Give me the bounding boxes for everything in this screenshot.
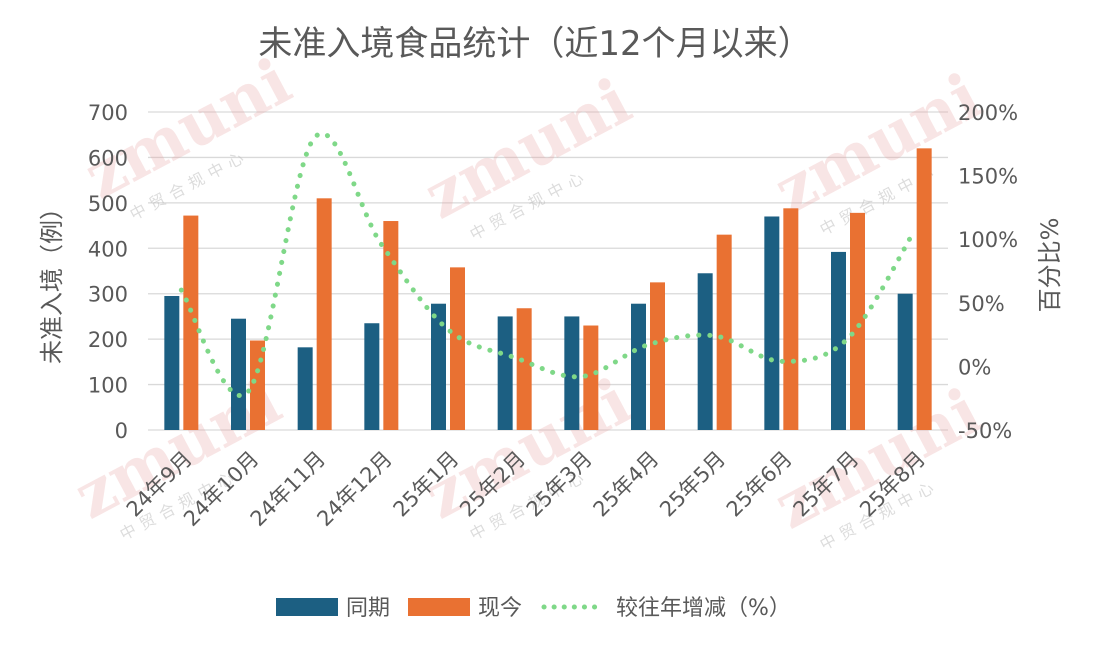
legend-item: 较往年增减（%） — [541, 596, 791, 621]
y2-axis-ticks: -50% 0% 50% 100% 150% 200% — [958, 101, 1018, 443]
y-tick-label: 300 — [88, 283, 128, 307]
legend-swatch — [276, 598, 338, 616]
bar-current — [650, 282, 665, 430]
y2-tick-label: 100% — [958, 228, 1018, 252]
bar-prior — [897, 293, 913, 430]
bars — [164, 148, 932, 431]
legend-label: 较往年增减（%） — [616, 596, 791, 621]
gridlines — [148, 111, 948, 431]
y2-tick-label: 200% — [958, 101, 1018, 125]
legend-label: 同期 — [346, 596, 390, 621]
y-tick-label: 400 — [88, 237, 128, 261]
bar-current — [316, 198, 332, 430]
y-tick-label: 0 — [115, 419, 128, 443]
bar-prior — [564, 316, 580, 430]
bar-current — [583, 325, 599, 430]
y-tick-label: 100 — [88, 374, 128, 398]
y-tick-label: 200 — [88, 328, 128, 352]
y2-tick-label: 50% — [958, 292, 1005, 316]
bar-current — [183, 215, 199, 430]
y2-tick-label: 150% — [958, 165, 1018, 189]
bar-prior — [631, 303, 646, 430]
legend-item: 同期 — [276, 596, 390, 621]
bar-current — [450, 267, 465, 430]
bar-prior — [164, 295, 180, 430]
bar-current — [916, 148, 932, 431]
growth-line — [178, 131, 918, 398]
y2-axis-title: 百分比% — [1036, 218, 1064, 313]
bar-current — [716, 234, 732, 430]
legend-item: 现今 — [408, 596, 522, 621]
y2-tick-label: -50% — [958, 419, 1012, 443]
bar-current — [250, 340, 265, 430]
y-tick-label: 500 — [88, 192, 128, 216]
legend-swatch — [408, 598, 470, 616]
bar-current — [383, 221, 399, 430]
bar-prior — [764, 216, 780, 430]
y-axis-ticks: 0 100 200 300 400 500 600 700 — [88, 101, 128, 443]
y-tick-label: 600 — [88, 146, 128, 170]
x-category-label: 25年4月 — [589, 447, 664, 522]
y-tick-label: 700 — [88, 101, 128, 125]
bar-prior — [431, 303, 446, 430]
bar-prior — [697, 273, 713, 430]
y2-tick-label: 0% — [958, 355, 991, 379]
bar-prior — [497, 316, 513, 430]
legend-label: 现今 — [478, 596, 522, 621]
bar-prior — [231, 318, 246, 430]
bar-current — [850, 212, 865, 430]
bar-current — [783, 208, 799, 430]
bar-prior — [364, 323, 380, 430]
x-category-label: 25年5月 — [655, 447, 730, 522]
bar-current — [516, 308, 532, 430]
chart-title: 未准入境食品统计（近12个月以来） — [258, 24, 811, 64]
legend: 同期 现今 较往年增减（%） — [276, 596, 791, 621]
bar-prior — [297, 347, 313, 430]
bar-prior — [831, 251, 846, 430]
y-axis-title: 未准入境（例） — [38, 196, 66, 364]
